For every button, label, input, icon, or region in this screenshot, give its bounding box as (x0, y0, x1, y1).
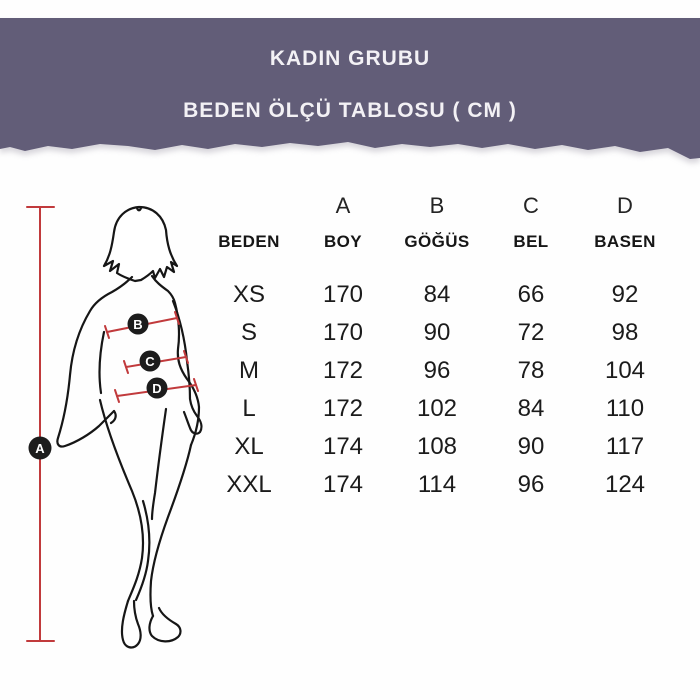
value-basen: 92 (611, 281, 639, 308)
hand-on-hip (109, 409, 117, 425)
value-boy: 172 (322, 395, 364, 422)
measure-badge-c-label: C (145, 354, 155, 369)
size-label: XL (234, 433, 264, 460)
size-label: XXL (226, 471, 272, 498)
table-spacer (202, 260, 672, 276)
measure-badge-a (28, 436, 52, 460)
value-basen: 124 (604, 471, 646, 498)
value-gogus: 84 (423, 281, 451, 308)
value-basen: 104 (604, 357, 646, 384)
woman-outline-illustration (56, 205, 203, 649)
inner-arm-line (98, 330, 106, 395)
value-boy: 174 (322, 471, 364, 498)
value-gogus: 102 (416, 395, 458, 422)
value-bel: 78 (517, 357, 545, 384)
value-boy: 170 (322, 319, 364, 346)
column-header-gogus: GÖĞÜS (404, 232, 470, 251)
column-header-boy: BOY (323, 232, 363, 251)
front-leg-inner (134, 499, 151, 602)
right-shoulder-torso (150, 274, 201, 447)
body-measurement-diagram: A B C D (26, 205, 203, 649)
value-gogus: 90 (423, 319, 451, 346)
value-boy: 174 (322, 433, 364, 460)
letter-c: C (523, 193, 539, 218)
page-title: KADIN GRUBU (269, 47, 431, 70)
value-boy: 170 (322, 281, 364, 308)
value-bel: 96 (517, 471, 545, 498)
hair-outline (102, 205, 179, 283)
measure-badge-d-label: D (152, 381, 161, 396)
value-gogus: 114 (417, 471, 457, 498)
front-leg (98, 398, 145, 603)
measure-badge-b-label: B (133, 317, 142, 332)
bust-measure-line: B (104, 311, 180, 339)
measure-badge-a-label: A (35, 441, 45, 456)
letter-a: A (335, 193, 351, 218)
value-basen: 117 (605, 433, 645, 460)
value-bel: 90 (517, 433, 545, 460)
value-bel: 66 (517, 281, 545, 308)
value-bel: 84 (517, 395, 545, 422)
column-header-bel: BEL (513, 232, 549, 251)
size-label: S (240, 319, 257, 346)
measure-badge-c (139, 350, 161, 372)
letter-d: D (617, 193, 633, 218)
measure-badge-b (127, 313, 149, 335)
back-leg (149, 443, 193, 618)
height-measure-line: A (26, 206, 55, 642)
column-header-beden: BEDEN (218, 232, 280, 251)
letter-cell-empty (202, 188, 296, 224)
inner-thigh-line (150, 407, 168, 521)
letter-b: B (429, 193, 445, 218)
value-basen: 110 (605, 395, 645, 422)
left-shoulder-arm (56, 275, 134, 448)
value-boy: 172 (322, 357, 364, 384)
size-label: L (242, 395, 256, 422)
hair-part-line (135, 206, 143, 212)
header-banner-wrap: KADIN GRUBU BEDEN ÖLÇÜ TABLOSU ( CM ) (0, 18, 700, 164)
measure-badge-d (146, 377, 168, 399)
size-label: M (239, 357, 259, 384)
header-banner: KADIN GRUBU BEDEN ÖLÇÜ TABLOSU ( CM ) (0, 18, 700, 159)
size-table: A B C D BEDEN BOY GÖĞÜS BEL BASEN XS 170… (202, 188, 672, 504)
hip-measure-line: D (114, 377, 199, 403)
front-foot (120, 599, 142, 649)
value-basen: 98 (611, 319, 639, 346)
waist-measure-line: C (123, 350, 189, 374)
value-gogus: 96 (423, 357, 451, 384)
value-gogus: 108 (416, 433, 458, 460)
column-header-basen: BASEN (594, 232, 656, 251)
back-foot (148, 606, 182, 643)
size-label: XS (232, 281, 265, 308)
value-bel: 72 (517, 319, 545, 346)
page-subtitle: BEDEN ÖLÇÜ TABLOSU ( CM ) (183, 99, 517, 122)
